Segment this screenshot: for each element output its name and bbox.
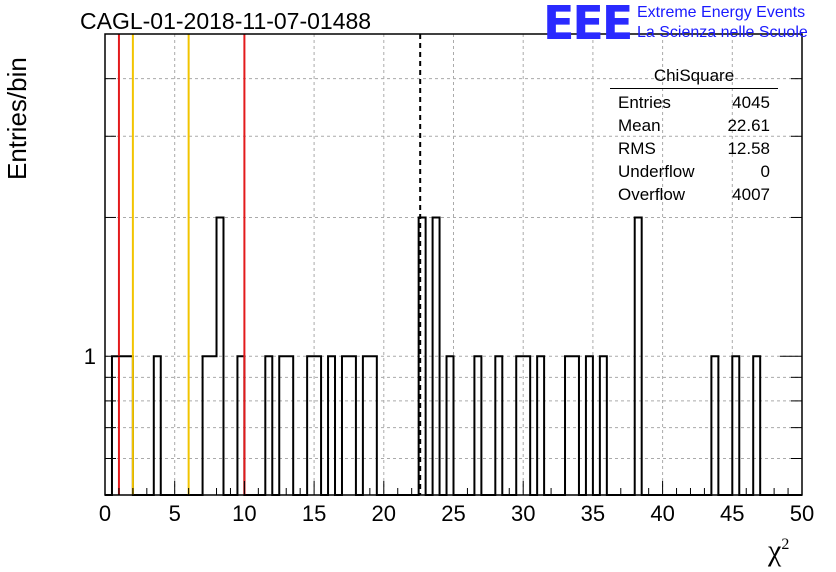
y-axis-label: Entries/bin <box>2 57 32 180</box>
x-tick-label: 10 <box>232 501 256 526</box>
stats-row: Mean 22.61 <box>610 114 778 137</box>
stats-value: 22.61 <box>727 116 770 135</box>
stats-value: 12.58 <box>727 139 770 158</box>
stats-value: 4007 <box>732 185 770 204</box>
stats-label: Underflow <box>618 162 695 181</box>
reference-lines <box>117 34 422 495</box>
chart-title: CAGL-01-2018-11-07-01488 <box>80 8 372 34</box>
x-tick-label: 5 <box>169 501 181 526</box>
stats-label: Mean <box>618 116 661 135</box>
axis-ticks <box>104 78 803 495</box>
x-tick-label: 30 <box>511 501 535 526</box>
stats-label: Overflow <box>618 185 686 204</box>
stats-row: Entries 4045 <box>610 91 778 114</box>
x-tick-label: 40 <box>650 501 674 526</box>
eee-logo: EEE <box>543 0 633 50</box>
x-tick-label: 20 <box>372 501 396 526</box>
x-tick-label: 35 <box>581 501 605 526</box>
stats-row: Overflow 4007 <box>610 183 778 206</box>
x-tick-label: 0 <box>99 501 111 526</box>
x-tick-label: 50 <box>790 501 814 526</box>
histogram-outline <box>105 216 802 496</box>
logo-caption-line1: Extreme Energy Events <box>637 4 806 21</box>
stats-label: RMS <box>618 139 656 158</box>
stats-row: Underflow 0 <box>610 160 778 183</box>
logo-caption: Extreme Energy Events La Scienza nelle S… <box>637 3 808 43</box>
x-tick-label: 45 <box>720 501 744 526</box>
axis-tick-labels: 0 5 10 15 20 25 30 35 40 45 50 1 <box>84 344 814 526</box>
logo-caption-line2: La Scienza nelle Scuole <box>637 24 808 41</box>
stats-title: ChiSquare <box>610 66 778 89</box>
histogram-bars <box>105 216 802 496</box>
stats-value: 0 <box>760 162 770 181</box>
x-tick-label: 15 <box>302 501 326 526</box>
y-tick-label: 1 <box>84 344 96 369</box>
stats-box: ChiSquare Entries 4045 Mean 22.61 RMS 12.58 Un… <box>610 66 778 206</box>
x-axis-label: χ2 <box>768 534 790 567</box>
stats-row: RMS 12.58 <box>610 137 778 160</box>
stats-label: Entries <box>618 93 671 112</box>
stats-value: 4045 <box>732 93 770 112</box>
x-tick-label: 25 <box>441 501 465 526</box>
stats-rows: Entries 4045 Mean 22.61 RMS 12.58 Underflow 0 Ov… <box>610 91 778 206</box>
